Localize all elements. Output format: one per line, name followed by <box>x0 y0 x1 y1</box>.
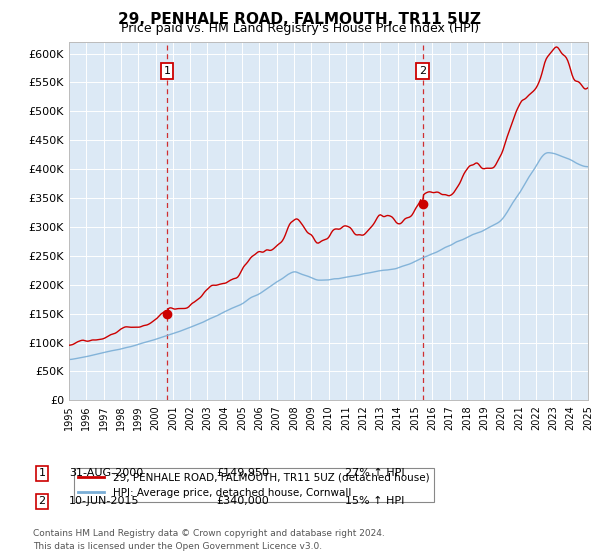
Text: 2: 2 <box>419 66 426 76</box>
Text: This data is licensed under the Open Government Licence v3.0.: This data is licensed under the Open Gov… <box>33 542 322 550</box>
Text: Contains HM Land Registry data © Crown copyright and database right 2024.: Contains HM Land Registry data © Crown c… <box>33 529 385 538</box>
Text: 27% ↑ HPI: 27% ↑ HPI <box>345 468 404 478</box>
Text: £149,950: £149,950 <box>216 468 269 478</box>
Text: 2: 2 <box>38 496 46 506</box>
Text: 15% ↑ HPI: 15% ↑ HPI <box>345 496 404 506</box>
Text: £340,000: £340,000 <box>216 496 269 506</box>
Text: 29, PENHALE ROAD, FALMOUTH, TR11 5UZ: 29, PENHALE ROAD, FALMOUTH, TR11 5UZ <box>119 12 482 27</box>
Legend: 29, PENHALE ROAD, FALMOUTH, TR11 5UZ (detached house), HPI: Average price, detac: 29, PENHALE ROAD, FALMOUTH, TR11 5UZ (de… <box>74 468 434 502</box>
Text: 10-JUN-2015: 10-JUN-2015 <box>69 496 139 506</box>
Text: Price paid vs. HM Land Registry's House Price Index (HPI): Price paid vs. HM Land Registry's House … <box>121 22 479 35</box>
Text: 1: 1 <box>164 66 170 76</box>
Text: 1: 1 <box>38 468 46 478</box>
Text: 31-AUG-2000: 31-AUG-2000 <box>69 468 143 478</box>
